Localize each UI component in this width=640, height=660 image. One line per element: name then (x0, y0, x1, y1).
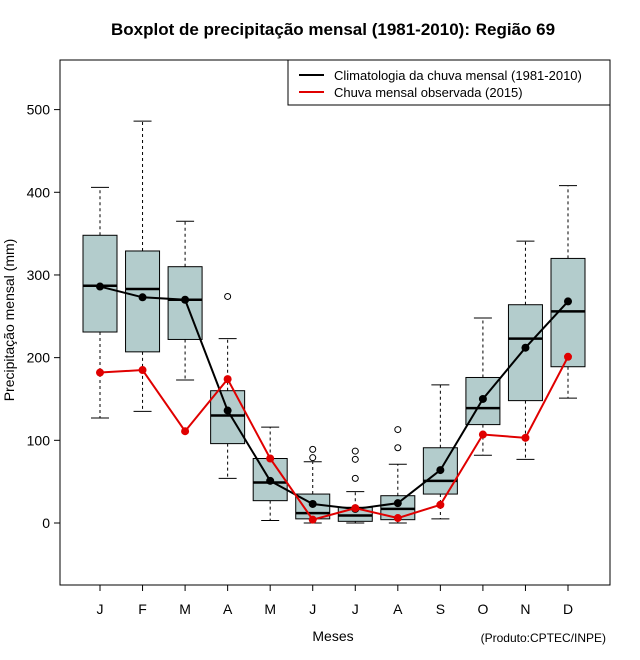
x-axis-label: Meses (312, 628, 353, 644)
legend-label-observed: Chuva mensal observada (2015) (334, 85, 523, 100)
series-point (266, 454, 275, 463)
outlier-point (309, 454, 317, 462)
y-tick-label: 100 (27, 432, 51, 448)
x-tick-label: M (264, 601, 276, 617)
outlier-point (351, 447, 359, 455)
outlier-point (351, 455, 359, 463)
series-point (266, 476, 275, 485)
legend-box (287, 59, 611, 106)
x-tick-label: J (97, 601, 104, 617)
x-tick-label: F (138, 601, 147, 617)
y-tick-label: 300 (27, 267, 51, 283)
series-point (181, 295, 190, 304)
series-point (436, 500, 445, 509)
series-point (393, 514, 402, 523)
series-point (138, 293, 147, 302)
x-tick-label: N (520, 601, 530, 617)
series-point (96, 368, 104, 377)
series-point (393, 499, 402, 508)
box-12 (550, 185, 586, 399)
box-5 (252, 426, 288, 522)
series-point (96, 282, 104, 291)
y-tick-label: 0 (42, 515, 50, 531)
y-tick-label: 200 (27, 350, 51, 366)
x-tick-label: A (223, 601, 233, 617)
series-point (138, 366, 147, 375)
series-point (223, 406, 232, 415)
x-tick-label: D (563, 601, 573, 617)
x-tick-label: J (352, 601, 359, 617)
box-iqr (125, 250, 161, 353)
chart-title: Boxplot de precipitação mensal (1981-201… (111, 20, 555, 39)
series-point (521, 343, 530, 352)
x-tick-label: A (393, 601, 403, 617)
legend-label-climatology: Climatologia da chuva mensal (1981-2010) (334, 68, 582, 83)
series-point (478, 394, 487, 403)
box-iqr (507, 304, 543, 402)
outlier-point (224, 292, 232, 300)
x-tick-label: M (179, 601, 191, 617)
series-point (308, 499, 317, 508)
series-line (99, 356, 569, 521)
y-tick-label: 500 (27, 102, 51, 118)
series-point (351, 504, 360, 513)
y-tick-label: 400 (27, 184, 51, 200)
series-line (99, 285, 569, 510)
series-point (308, 515, 317, 524)
outlier-point (351, 474, 359, 482)
outlier-point (394, 426, 402, 434)
series-point (181, 427, 190, 436)
series-point (436, 466, 445, 475)
box-2 (125, 120, 161, 412)
y-axis: 0 100 200 300 400 500 (27, 102, 60, 531)
series-climatology (96, 282, 572, 513)
series-point (564, 297, 572, 306)
outlier-point (394, 444, 402, 452)
series-observed-2015 (96, 352, 572, 524)
box-4 (210, 292, 246, 479)
box-11 (507, 240, 543, 460)
series-point (564, 352, 572, 361)
x-tick-label: J (309, 601, 316, 617)
credit-text: (Produto:CPTEC/INPE) (481, 631, 606, 645)
boxes-layer (82, 120, 586, 524)
legend: Climatologia da chuva mensal (1981-2010)… (287, 59, 611, 106)
outlier-point (309, 445, 317, 453)
series-point (521, 433, 530, 442)
box-iqr (210, 390, 246, 445)
series-point (478, 430, 487, 439)
x-tick-label: S (436, 601, 445, 617)
box-1 (82, 186, 118, 419)
y-axis-label: Precipitação mensal (mm) (1, 239, 17, 402)
series-point (223, 375, 232, 384)
series-layer (96, 282, 572, 524)
box-8 (380, 426, 416, 524)
box-6 (295, 445, 331, 524)
x-tick-label: O (477, 601, 488, 617)
